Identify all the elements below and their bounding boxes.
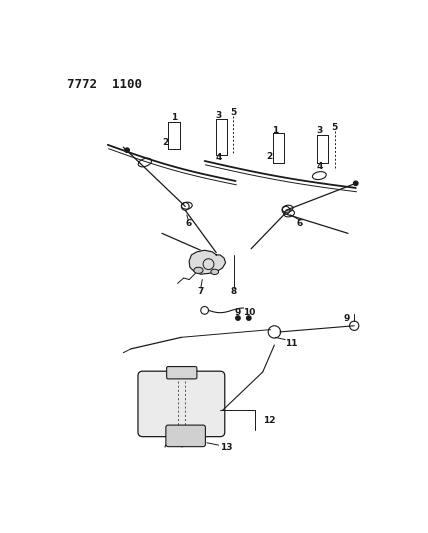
Text: 6: 6 xyxy=(185,219,191,228)
FancyBboxPatch shape xyxy=(166,367,197,379)
Ellipse shape xyxy=(194,267,203,273)
Text: 1: 1 xyxy=(171,114,178,123)
FancyBboxPatch shape xyxy=(138,371,225,437)
FancyBboxPatch shape xyxy=(166,425,205,447)
Circle shape xyxy=(247,316,251,320)
Text: 11: 11 xyxy=(285,339,298,348)
Text: 7772  1100: 7772 1100 xyxy=(68,78,143,91)
Text: 6: 6 xyxy=(297,219,303,228)
Text: 1: 1 xyxy=(272,126,278,135)
Circle shape xyxy=(236,316,240,320)
Text: 2: 2 xyxy=(267,152,273,161)
Text: 3: 3 xyxy=(316,126,322,135)
Text: 8: 8 xyxy=(231,287,237,296)
Text: 4: 4 xyxy=(215,154,222,163)
Circle shape xyxy=(354,181,358,185)
Circle shape xyxy=(125,148,129,152)
Text: 4: 4 xyxy=(316,162,323,171)
Text: 5: 5 xyxy=(230,108,236,117)
Ellipse shape xyxy=(211,269,219,274)
Text: 5: 5 xyxy=(332,123,338,132)
Text: 9: 9 xyxy=(235,308,241,317)
Text: 3: 3 xyxy=(215,111,222,120)
Text: 2: 2 xyxy=(162,138,168,147)
Polygon shape xyxy=(189,251,226,274)
Text: 7: 7 xyxy=(198,287,204,296)
Text: 10: 10 xyxy=(243,308,255,317)
Text: 9: 9 xyxy=(343,313,350,322)
Text: 13: 13 xyxy=(220,443,233,452)
Text: 12: 12 xyxy=(263,416,275,425)
